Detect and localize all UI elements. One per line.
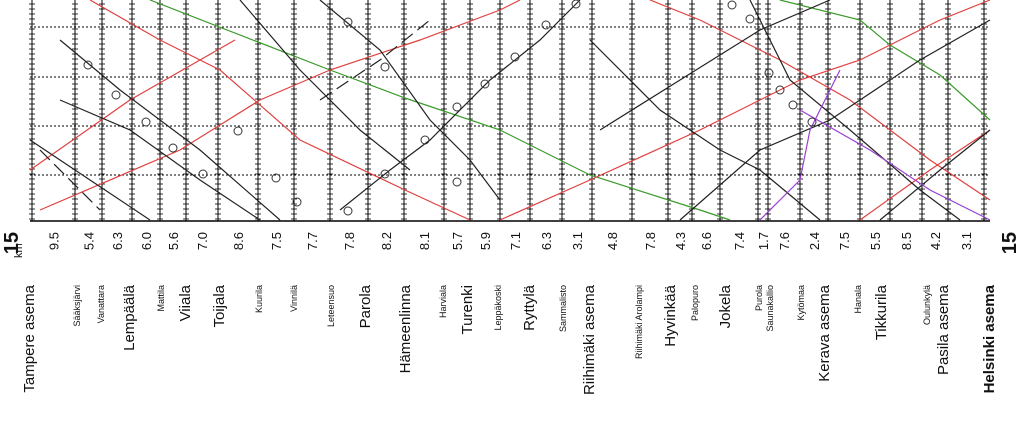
- section-distance: 7.5: [269, 232, 284, 250]
- section-distance: 8.5: [899, 232, 914, 250]
- section-distance: 7.4: [732, 232, 747, 250]
- station-name: Palopuro: [690, 285, 700, 321]
- section-distance: 2.4: [807, 232, 822, 250]
- station-name: Mattila: [156, 285, 166, 312]
- section-distance: 7.6: [777, 232, 792, 250]
- station-name: Riihimäki Arolampi: [634, 285, 644, 359]
- station-name: Viiala: [177, 284, 194, 321]
- station-name: Hyvinkää: [662, 284, 679, 346]
- station-name: Sääksjärvi: [72, 285, 82, 327]
- station-name: Ryttylä: [521, 284, 538, 331]
- station-name: Parola: [357, 284, 374, 328]
- section-distance: 7.8: [342, 232, 357, 250]
- station-name: Riihimäki asema: [581, 284, 598, 395]
- station-name: Purola: [754, 285, 764, 311]
- section-distance: 4.8: [605, 232, 620, 250]
- section-distance: 7.1: [508, 232, 523, 250]
- station-name: Helsinki asema: [981, 284, 998, 393]
- left-scale-value: 15: [1, 232, 23, 254]
- station-name: Vanattara: [96, 285, 106, 323]
- station-name: Oulunkylä: [922, 285, 932, 325]
- station-name: Saunakallio: [765, 285, 775, 332]
- section-distance: 6.0: [139, 232, 154, 250]
- section-distance: 5.4: [82, 232, 97, 250]
- section-distance: 4.3: [673, 232, 688, 250]
- section-distance: 6.3: [539, 232, 554, 250]
- station-name: Sammalisto: [558, 285, 568, 332]
- station-name: Hämeenlinna: [397, 284, 414, 373]
- section-distance: 5.9: [478, 232, 493, 250]
- section-distance: 8.2: [379, 232, 394, 250]
- station-name: Hanala: [853, 285, 863, 314]
- station-name: Tampere asema: [21, 284, 38, 392]
- section-distance: 5.7: [450, 232, 465, 250]
- section-distance: 7.8: [643, 232, 658, 250]
- station-name: Kuurila: [254, 285, 264, 313]
- grid: [29, 0, 990, 222]
- section-distance: 7.7: [305, 232, 320, 250]
- section-distance: 9.5: [47, 232, 62, 250]
- section-distance: 6.3: [110, 232, 125, 250]
- station-name: Jokela: [717, 284, 734, 328]
- station-name: Leteensuo: [326, 285, 336, 327]
- section-distance: 4.2: [928, 232, 943, 250]
- section-distance: 8.6: [231, 232, 246, 250]
- section-distance: 5.5: [868, 232, 883, 250]
- station-name: Kytömaa: [796, 285, 806, 321]
- train-paths: [29, 0, 991, 221]
- station-name: Pasila asema: [935, 284, 952, 375]
- section-distance: 7.0: [195, 232, 210, 250]
- station-name: Lempäälä: [121, 284, 138, 351]
- station-name: Turenki: [459, 285, 476, 334]
- station-name: Tikkurila: [873, 284, 890, 340]
- section-distance: 3.1: [570, 232, 585, 250]
- section-distance: 3.1: [959, 232, 974, 250]
- section-distance: 1.7: [756, 232, 771, 250]
- station-name: Vinnilä: [289, 285, 299, 312]
- section-distance: 6.6: [699, 232, 714, 250]
- station-name: Kerava asema: [816, 284, 833, 381]
- section-distance: 5.6: [166, 232, 181, 250]
- station-name: Harviala: [438, 285, 448, 318]
- section-distance: 7.5: [837, 232, 852, 250]
- unit-label: km: [13, 243, 25, 258]
- right-scale-value: 15: [999, 232, 1021, 254]
- station-name: Toijala: [211, 284, 228, 327]
- section-distance: 8.1: [417, 232, 432, 250]
- station-name: Leppäkoski: [493, 285, 503, 331]
